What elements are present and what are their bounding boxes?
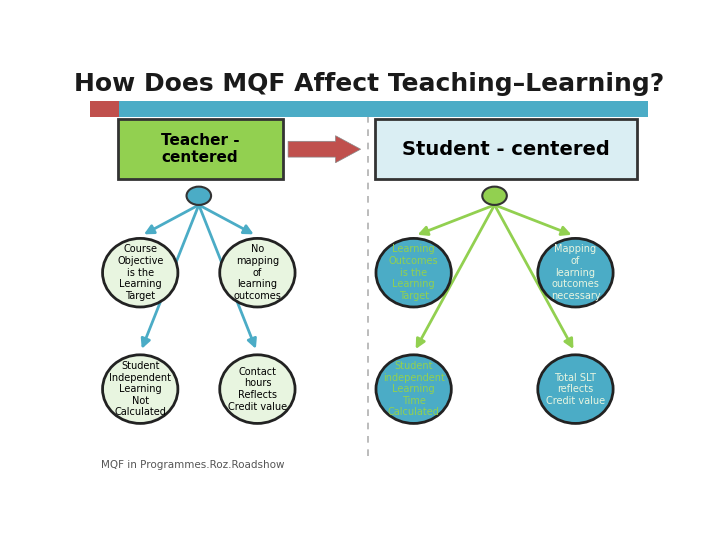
- Ellipse shape: [220, 238, 295, 307]
- Text: Student - centered: Student - centered: [402, 140, 610, 159]
- Ellipse shape: [376, 355, 451, 423]
- FancyBboxPatch shape: [374, 119, 637, 179]
- Ellipse shape: [220, 355, 295, 423]
- Bar: [90, 101, 648, 117]
- Text: Student
Independent
Learning
Not
Calculated: Student Independent Learning Not Calcula…: [109, 361, 171, 417]
- Text: Course
Objective
is the
Learning
Target: Course Objective is the Learning Target: [117, 245, 163, 301]
- Bar: [90, 101, 119, 117]
- Text: Total SLT
reflects
Credit value: Total SLT reflects Credit value: [546, 373, 605, 406]
- FancyBboxPatch shape: [118, 119, 282, 179]
- Ellipse shape: [102, 355, 178, 423]
- Text: Contact
hours
Reflects
Credit value: Contact hours Reflects Credit value: [228, 367, 287, 411]
- FancyArrow shape: [288, 136, 361, 163]
- Text: Student
independent
Learning
Time
Calculated: Student independent Learning Time Calcul…: [383, 361, 444, 417]
- Text: Teacher -
centered: Teacher - centered: [161, 133, 239, 165]
- Text: Learning
Outcomes
is the
Learning
Target: Learning Outcomes is the Learning Target: [389, 245, 438, 301]
- Ellipse shape: [538, 355, 613, 423]
- Text: Mapping
of
learning
outcomes
necessary: Mapping of learning outcomes necessary: [551, 245, 600, 301]
- Text: MQF in Programmes.Roz.Roadshow: MQF in Programmes.Roz.Roadshow: [101, 460, 284, 470]
- Ellipse shape: [102, 238, 178, 307]
- Circle shape: [186, 187, 211, 205]
- Text: How Does MQF Affect Teaching–Learning?: How Does MQF Affect Teaching–Learning?: [74, 71, 664, 96]
- Text: No
mapping
of
learning
outcomes: No mapping of learning outcomes: [233, 245, 282, 301]
- Circle shape: [482, 187, 507, 205]
- Ellipse shape: [538, 238, 613, 307]
- Ellipse shape: [376, 238, 451, 307]
